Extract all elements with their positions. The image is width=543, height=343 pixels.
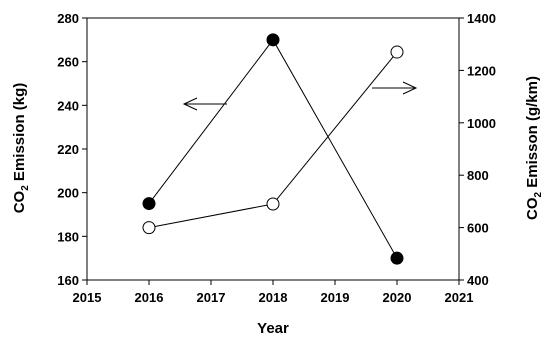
x-tick-label: 2018 — [259, 290, 288, 305]
plot-area: 2015 2016 2017 2018 2019 2020 2021 160 180 200 220… — [57, 11, 496, 305]
y-left-tick-label: 200 — [57, 186, 79, 201]
arrow-left-icon — [182, 97, 227, 111]
y-right-tick-label: 400 — [467, 273, 489, 288]
y-right-tick-label: 800 — [467, 168, 489, 183]
y-right-axis-title: CO2 Emisson (g/km) — [524, 76, 543, 220]
x-tick-label: 2019 — [321, 290, 350, 305]
arrow-right-icon — [372, 81, 418, 95]
x-tick-label: 2017 — [197, 290, 226, 305]
x-tick-label: 2015 — [73, 290, 102, 305]
y-left-tick-label: 180 — [57, 229, 79, 244]
x-tick-label: 2020 — [383, 290, 412, 305]
series-2-point — [142, 221, 156, 235]
y-left-tick-label: 280 — [57, 11, 79, 26]
y-left-tick-label: 220 — [57, 142, 79, 157]
x-tick-label: 2021 — [445, 290, 474, 305]
y-left-axis-title: CO2 Emission (kg) — [11, 83, 31, 214]
y-right-tick-label: 1200 — [467, 63, 496, 78]
series-1-point — [390, 251, 404, 265]
series-2-point — [390, 45, 404, 59]
y-left-tick-label: 240 — [57, 98, 79, 113]
plot-frame — [86, 17, 460, 281]
y-left-tick-label: 160 — [57, 273, 79, 288]
series-1-point — [266, 33, 280, 47]
x-tick-label: 2016 — [135, 290, 164, 305]
x-axis-title: Year — [257, 320, 289, 337]
y-right-tick-label: 1400 — [467, 11, 496, 26]
series-2-point — [266, 197, 280, 211]
series-1-line — [148, 38, 398, 259]
y-right-tick-label: 1000 — [467, 116, 496, 131]
y-right-tick-label: 600 — [467, 221, 489, 236]
y-left-tick-label: 260 — [57, 55, 79, 70]
series-1-point — [142, 197, 156, 211]
